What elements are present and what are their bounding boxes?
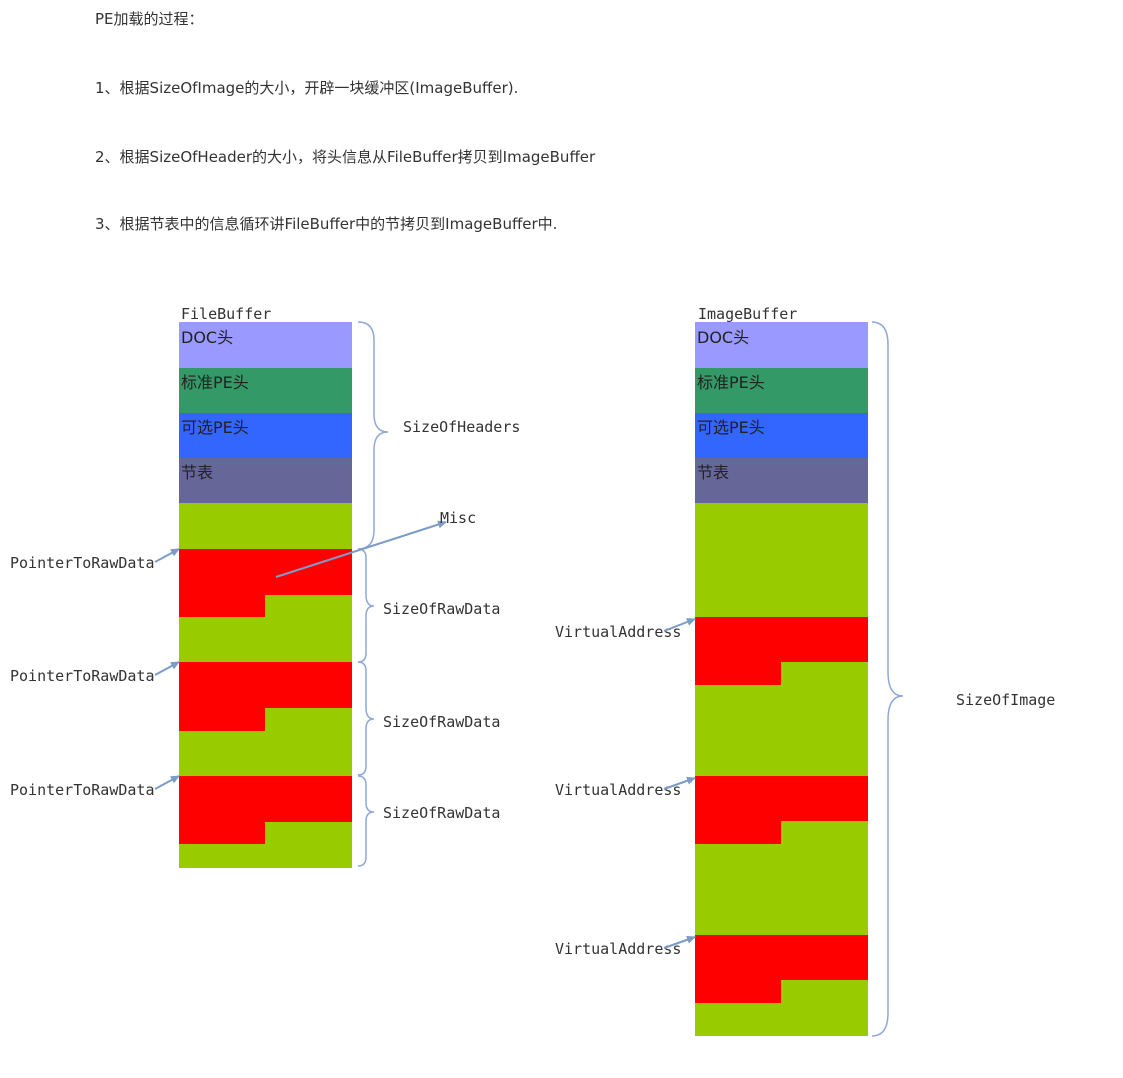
file-section-2-block xyxy=(179,662,352,731)
file-buffer-label: FileBuffer xyxy=(181,305,271,323)
image-section-1-block xyxy=(695,617,868,685)
file-section-3-block xyxy=(179,776,352,844)
file-doc-header-block xyxy=(179,322,352,368)
image-section-3-block xyxy=(695,935,868,1003)
pointer-to-raw-data-arrow-1 xyxy=(154,548,180,563)
virtual-address-arrow-2 xyxy=(663,776,696,790)
image-standard-pe-header-label: 标准PE头 xyxy=(697,373,765,392)
image-buffer-label: ImageBuffer xyxy=(698,305,797,323)
file-doc-header-label: DOC头 xyxy=(181,328,233,347)
image-section-table-label: 节表 xyxy=(697,463,729,482)
virtual-address-arrow-3 xyxy=(663,935,696,949)
pointer-to-raw-data-label-3: PointerToRawData xyxy=(10,781,155,799)
step-1-text: 1、根据SizeOfImage的大小，开辟一块缓冲区(ImageBuffer). xyxy=(95,79,519,97)
size-of-raw-data-brace-3 xyxy=(357,775,375,867)
file-optional-pe-header-label: 可选PE头 xyxy=(181,418,249,437)
image-standard-pe-header-block xyxy=(695,368,868,413)
step-2-text: 2、根据SizeOfHeader的大小，将头信息从FileBuffer拷贝到Im… xyxy=(95,148,596,166)
size-of-raw-data-label-2: SizeOfRawData xyxy=(383,713,500,731)
pointer-to-raw-data-label-1: PointerToRawData xyxy=(10,554,155,572)
file-section-table-label: 节表 xyxy=(181,463,213,482)
pointer-to-raw-data-arrow-3 xyxy=(154,775,180,790)
size-of-raw-data-brace-2 xyxy=(357,661,375,776)
pointer-to-raw-data-label-2: PointerToRawData xyxy=(10,667,155,685)
virtual-address-arrow-1 xyxy=(663,618,696,632)
image-optional-pe-header-label: 可选PE头 xyxy=(697,418,765,437)
virtual-address-label-3: VirtualAddress xyxy=(555,940,681,958)
page-title: PE加载的过程： xyxy=(95,10,204,28)
size-of-headers-brace xyxy=(357,321,389,550)
file-standard-pe-header-label: 标准PE头 xyxy=(181,373,249,392)
image-doc-header-block xyxy=(695,322,868,368)
misc-label: Misc xyxy=(440,509,476,527)
image-section-table-block xyxy=(695,458,868,503)
size-of-headers-label: SizeOfHeaders xyxy=(403,418,520,436)
size-of-raw-data-brace-1 xyxy=(357,548,375,663)
file-buffer: DOC头 标准PE头 可选PE头 节表 xyxy=(179,322,352,868)
size-of-image-brace xyxy=(871,321,904,1037)
file-standard-pe-header-block xyxy=(179,368,352,413)
virtual-address-label-2: VirtualAddress xyxy=(555,781,681,799)
file-optional-pe-header-block xyxy=(179,413,352,458)
misc-arrow xyxy=(275,520,447,578)
image-section-2-block xyxy=(695,776,868,844)
size-of-image-label: SizeOfImage xyxy=(956,691,1055,709)
image-doc-header-label: DOC头 xyxy=(697,328,749,347)
image-optional-pe-header-block xyxy=(695,413,868,458)
image-buffer: DOC头 标准PE头 可选PE头 节表 xyxy=(695,322,868,1036)
size-of-raw-data-label-3: SizeOfRawData xyxy=(383,804,500,822)
virtual-address-label-1: VirtualAddress xyxy=(555,623,681,641)
pointer-to-raw-data-arrow-2 xyxy=(154,661,180,676)
file-section-table-block xyxy=(179,458,352,503)
step-3-text: 3、根据节表中的信息循环讲FileBuffer中的节拷贝到ImageBuffer… xyxy=(95,215,558,233)
size-of-raw-data-label-1: SizeOfRawData xyxy=(383,600,500,618)
